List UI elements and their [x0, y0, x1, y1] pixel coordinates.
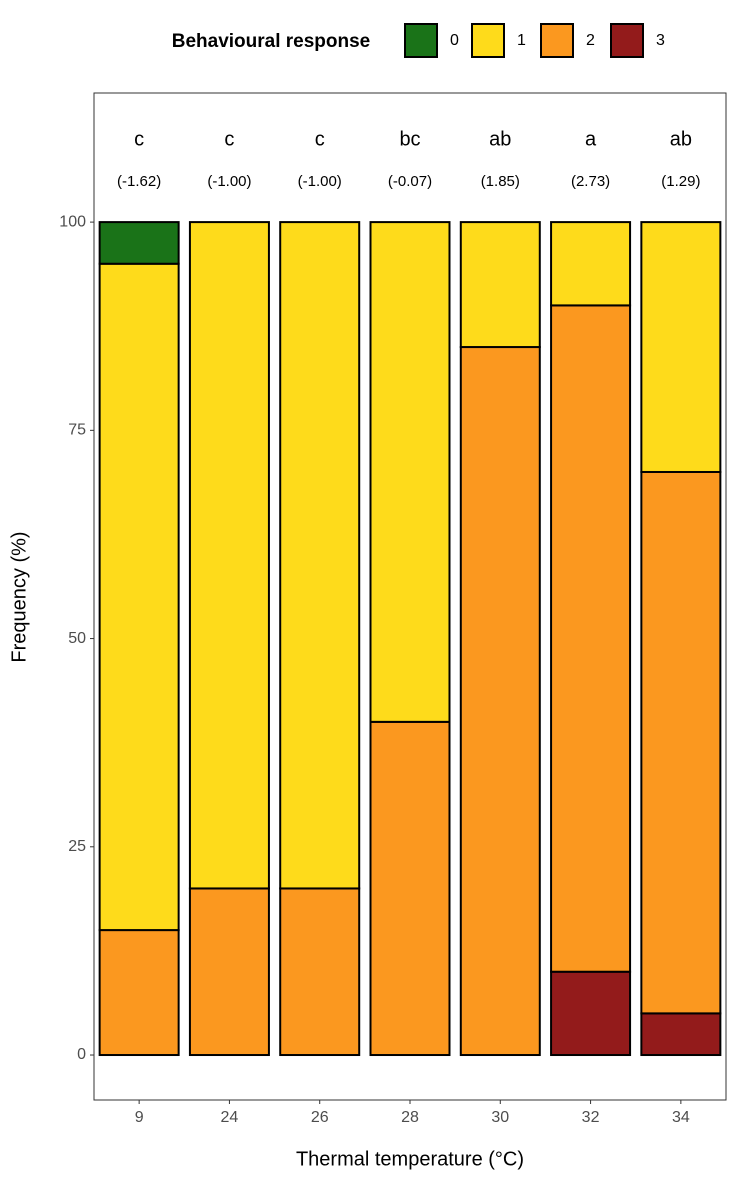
x-tick-label: 9 [135, 1109, 144, 1126]
legend-label: 1 [517, 32, 526, 49]
letter-annotation: a [585, 128, 597, 150]
legend-key [404, 23, 438, 58]
score-annotation: (-1.00) [298, 173, 342, 190]
bar-segment [550, 221, 632, 307]
y-tick-label: 75 [68, 422, 86, 439]
bar-segment [550, 304, 632, 973]
score-annotation: (-0.07) [388, 173, 432, 190]
legend-key [610, 23, 644, 58]
x-tick-label: 28 [401, 1109, 419, 1126]
score-annotation: (-1.62) [117, 173, 161, 190]
y-tick-label: 50 [68, 630, 86, 647]
letter-annotation: c [224, 128, 234, 150]
bar-segment [550, 970, 632, 1057]
letter-annotation: ab [670, 128, 692, 150]
x-tick-label: 34 [672, 1109, 690, 1126]
bar-segment [369, 720, 451, 1057]
legend-title: Behavioural response [172, 31, 371, 52]
bar-segment [459, 221, 541, 349]
bar-segment [640, 221, 722, 473]
bar-segment [188, 221, 270, 890]
bar-segment [98, 262, 180, 932]
y-axis-label: Frequency (%) [8, 531, 30, 662]
bar-segment [98, 221, 180, 265]
legend-label: 3 [656, 32, 665, 49]
bar-segment [640, 470, 722, 1015]
legend-key [471, 23, 505, 58]
letter-annotation: ab [489, 128, 511, 150]
y-tick-label: 0 [77, 1046, 86, 1063]
legend-label: 0 [450, 32, 459, 49]
y-tick-label: 100 [59, 213, 86, 230]
y-tick-label: 25 [68, 838, 86, 855]
bar-segment [279, 887, 361, 1057]
legend-key [540, 23, 574, 58]
letter-annotation: c [134, 128, 144, 150]
bar-segment [640, 1012, 722, 1057]
x-tick-label: 30 [491, 1109, 509, 1126]
bar-segment [98, 929, 180, 1057]
bar-segment [188, 887, 270, 1057]
x-tick-label: 26 [311, 1109, 329, 1126]
bar-segment [459, 346, 541, 1057]
x-tick-label: 24 [221, 1109, 239, 1126]
x-axis-label: Thermal temperature (°C) [296, 1148, 524, 1170]
score-annotation: (-1.00) [207, 173, 251, 190]
letter-annotation: c [315, 128, 325, 150]
letter-annotation: bc [399, 128, 420, 150]
score-annotation: (1.85) [481, 173, 520, 190]
bar-segment [279, 221, 361, 890]
bar-segment [369, 221, 451, 723]
legend-label: 2 [586, 32, 595, 49]
x-tick-label: 32 [582, 1109, 600, 1126]
score-annotation: (1.29) [661, 173, 700, 190]
score-annotation: (2.73) [571, 173, 610, 190]
